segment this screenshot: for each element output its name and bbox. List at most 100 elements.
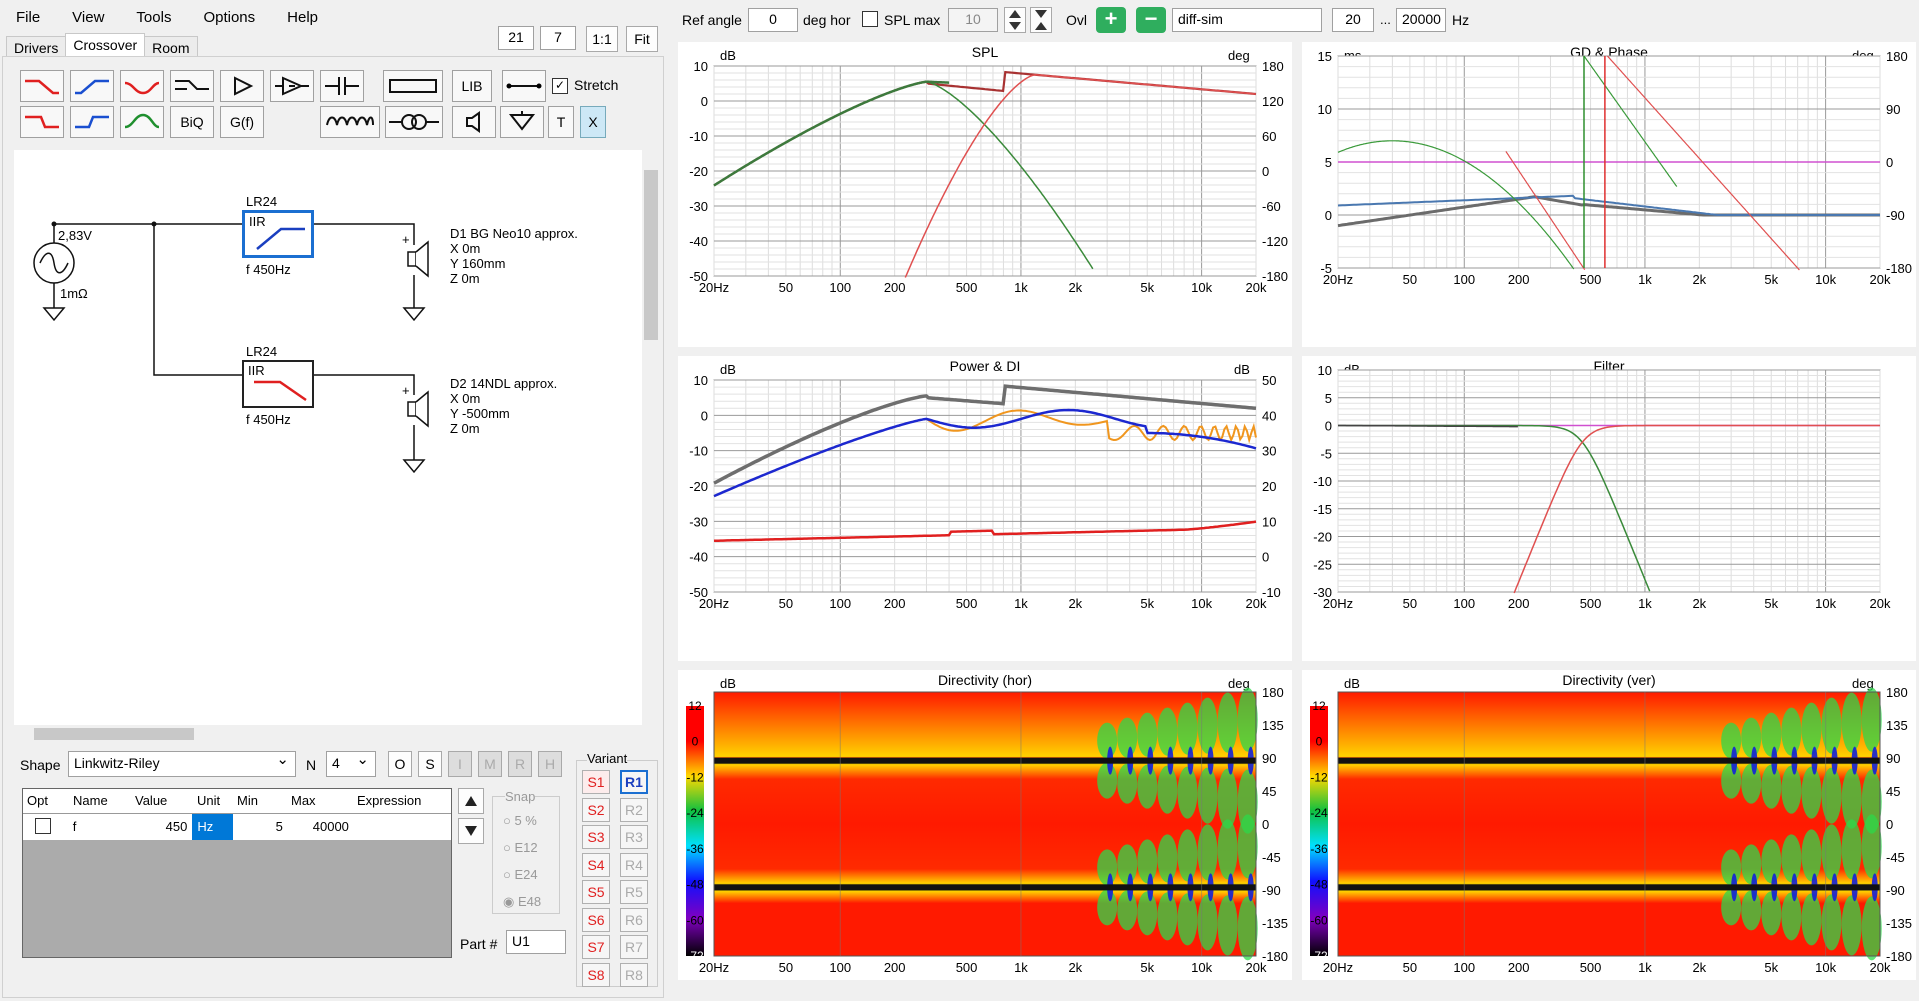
param-expression[interactable] — [354, 814, 451, 840]
option-o-button[interactable]: O — [388, 751, 412, 777]
lowpass2-tool-button[interactable] — [20, 106, 64, 138]
order-select[interactable]: 4 — [326, 750, 376, 777]
variant-s2-button[interactable]: S2 — [582, 797, 610, 822]
zoom-1to1-button[interactable]: 1:1 — [586, 26, 618, 52]
power-di-graph[interactable]: Power & DI dB dB 10 0 -10 -20 -30 -40 -50 50 40 3… — [678, 356, 1292, 661]
variant-r7-button[interactable]: R7 — [620, 935, 648, 959]
ref-angle-field[interactable]: 0 — [748, 8, 798, 32]
snap-option-e12[interactable]: ○ E12 — [503, 840, 538, 855]
variant-r4-button[interactable]: R4 — [620, 852, 648, 877]
menu-help[interactable]: Help — [287, 8, 319, 26]
variant-s7-button[interactable]: S7 — [582, 935, 610, 959]
remove-overlay-button[interactable]: − — [1136, 7, 1166, 33]
option-r-button[interactable]: R — [508, 751, 532, 777]
vscroll-thumb[interactable] — [644, 170, 658, 340]
snap-option-e24[interactable]: ○ E24 — [503, 867, 538, 882]
variant-r2-button[interactable]: R2 — [620, 797, 648, 822]
hscroll-thumb[interactable] — [34, 728, 194, 740]
fit-button[interactable]: Fit — [626, 26, 658, 52]
option-h-button[interactable]: H — [538, 751, 562, 777]
option-i-button[interactable]: I — [448, 751, 472, 777]
param-max[interactable]: 40000 — [312, 819, 349, 834]
ground-tool-button[interactable] — [500, 106, 544, 138]
variant-s4-button[interactable]: S4 — [582, 852, 610, 877]
variant-s1-button[interactable]: S1 — [582, 770, 610, 794]
capacitor-tool-button[interactable] — [320, 70, 364, 102]
variant-r1-button[interactable]: R1 — [620, 770, 648, 794]
biquad-button[interactable]: BiQ — [170, 106, 214, 138]
amplifier-icon — [234, 76, 254, 96]
variant-s6-button[interactable]: S6 — [582, 907, 610, 932]
option-s-button[interactable]: S — [418, 751, 442, 777]
wire-tool-button[interactable] — [502, 70, 546, 102]
variant-s3-button[interactable]: S3 — [582, 825, 610, 849]
dirv-yr-tick-8: -180 — [1886, 949, 1912, 964]
variant-s5-button[interactable]: S5 — [582, 880, 610, 904]
filter-graph[interactable]: Filter dB 1050-5-10-15-20-25-3020Hz50100… — [1302, 356, 1916, 661]
param-min[interactable]: 5 — [275, 819, 283, 834]
bandpass-tool-button[interactable] — [120, 106, 164, 138]
zoom-b-field[interactable]: 7 — [540, 26, 576, 50]
gd-phase-graph[interactable]: GD & Phase ms deg 151050-5180900-90-1802… — [1302, 42, 1916, 347]
snap-option-5[interactable]: ○ 5 % — [503, 813, 537, 828]
inductor-tool-button[interactable] — [320, 106, 380, 138]
variant-s8-button[interactable]: S8 — [582, 962, 610, 987]
part-label: Part # — [460, 936, 498, 952]
param-unit[interactable]: Hz — [192, 814, 234, 840]
spl-graph[interactable]: SPL dB deg 10 0 -10 -20 -30 -40 -50 180 120 60 0 -6… — [678, 42, 1292, 347]
variant-r5-button[interactable]: R5 — [620, 880, 648, 904]
param-value[interactable]: 450 — [165, 819, 188, 834]
notch-tool-button[interactable] — [120, 70, 164, 102]
variant-r8-button[interactable]: R8 — [620, 962, 648, 987]
spl-updown-button[interactable] — [1004, 7, 1026, 33]
variant-r3-button[interactable]: R3 — [620, 825, 648, 849]
freq-min-field[interactable]: 20 — [1332, 8, 1374, 32]
delete-tool-button[interactable]: X — [580, 106, 606, 138]
variant-r6-button[interactable]: R6 — [620, 907, 648, 932]
menu-view[interactable]: View — [72, 8, 105, 26]
move-up-button[interactable] — [458, 788, 484, 814]
speaker-tool-button[interactable] — [452, 106, 496, 138]
menu-options[interactable]: Options — [203, 8, 256, 26]
move-down-button[interactable] — [458, 818, 484, 844]
driver1-y: Y 160mm — [450, 256, 506, 271]
menu-tools[interactable]: Tools — [136, 8, 172, 26]
transfer-function-button[interactable]: G(f) — [220, 106, 264, 138]
block1-highpass[interactable]: IIR — [242, 210, 314, 258]
d2-plus-sign: + — [402, 383, 410, 398]
spl-collapse-button[interactable] — [1030, 7, 1052, 33]
spl-max-checkbox[interactable] — [862, 11, 878, 27]
tab-crossover[interactable]: Crossover — [65, 33, 146, 59]
menu-file[interactable]: File — [16, 8, 41, 26]
shape-select[interactable]: Linkwitz-Riley — [68, 750, 296, 777]
directivity-ver-graph[interactable]: Directivity (ver) dB deg 12 0 -12 -24 -36 -48… — [1302, 670, 1916, 980]
overlay-name-field[interactable]: diff-sim — [1172, 8, 1322, 32]
amplifier-tool-button[interactable] — [220, 70, 264, 102]
part-number-field[interactable]: U1 — [506, 930, 566, 954]
option-m-button[interactable]: M — [478, 751, 502, 777]
highpass-tool-button[interactable] — [70, 70, 114, 102]
add-overlay-button[interactable]: + — [1096, 7, 1126, 33]
resistor-tool-button[interactable] — [383, 70, 443, 102]
fil-xtick-9: 20k — [1870, 596, 1891, 611]
spl-max-field[interactable]: 10 — [948, 8, 998, 32]
shelf-tool-button[interactable] — [170, 70, 214, 102]
block2-lowpass[interactable]: IIR — [242, 360, 314, 408]
lowpass-tool-button[interactable] — [20, 70, 64, 102]
stretch-checkbox[interactable]: ✓ — [552, 78, 568, 94]
text-tool-button[interactable]: T — [548, 106, 574, 138]
schematic-hscroll[interactable] — [14, 725, 642, 743]
highpass2-tool-button[interactable] — [70, 106, 114, 138]
freq-max-field[interactable]: 20000 — [1396, 8, 1446, 32]
buffer-tool-button[interactable] — [270, 70, 314, 102]
zoom-a-field[interactable]: 21 — [498, 26, 534, 50]
library-button[interactable]: LIB — [452, 70, 492, 102]
transformer-tool-button[interactable] — [385, 106, 443, 138]
pow-yl-tick-2: -10 — [689, 444, 708, 459]
table-row[interactable]: f 450 Hz 5 40000 — [23, 814, 451, 840]
opt-checkbox[interactable] — [35, 818, 51, 834]
schematic-vscroll[interactable] — [642, 150, 660, 725]
directivity-hor-graph[interactable]: Directivity (hor) dB deg 12 0 -12 -24 -36 -48… — [678, 670, 1292, 980]
snap-option-e48[interactable]: ◉ E48 — [503, 894, 542, 909]
schematic-canvas[interactable]: + + 2,83V 1mΩ LR24 IIR f 450Hz LR24 IIR … — [14, 150, 644, 725]
